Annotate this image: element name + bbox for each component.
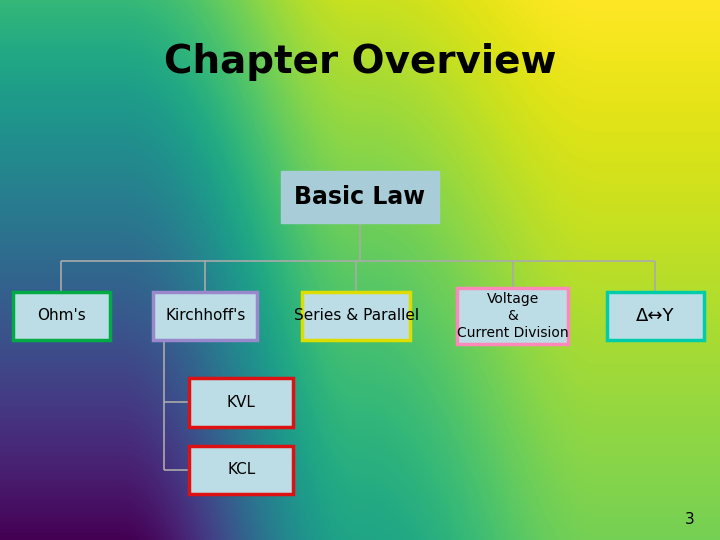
Text: Chapter Overview: Chapter Overview (164, 43, 556, 81)
Text: Kirchhoff's: Kirchhoff's (165, 308, 246, 323)
Text: Δ↔Y: Δ↔Y (636, 307, 675, 325)
FancyBboxPatch shape (13, 292, 110, 340)
Text: KVL: KVL (227, 395, 256, 410)
FancyBboxPatch shape (606, 292, 704, 340)
FancyBboxPatch shape (153, 292, 258, 340)
FancyBboxPatch shape (302, 292, 410, 340)
Text: Series & Parallel: Series & Parallel (294, 308, 419, 323)
Text: 3: 3 (685, 511, 695, 526)
FancyBboxPatch shape (189, 378, 294, 427)
FancyBboxPatch shape (189, 446, 294, 494)
Text: KCL: KCL (227, 462, 256, 477)
Text: Ohm's: Ohm's (37, 308, 86, 323)
Text: Basic Law: Basic Law (294, 185, 426, 209)
Text: Voltage
&
Current Division: Voltage & Current Division (456, 292, 569, 340)
FancyBboxPatch shape (456, 287, 569, 345)
FancyBboxPatch shape (281, 172, 439, 222)
